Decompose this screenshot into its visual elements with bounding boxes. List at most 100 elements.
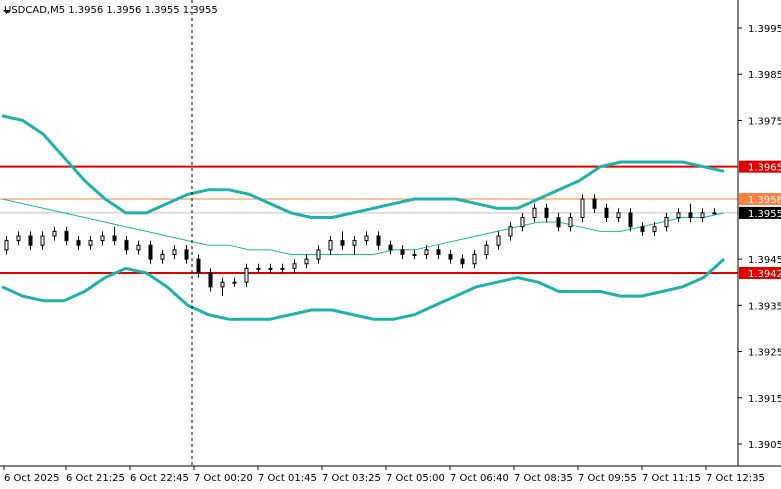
time-tick-label: 7 Oct 09:55 <box>578 473 637 484</box>
candle-body <box>568 217 573 228</box>
time-tick-label: 7 Oct 03:25 <box>322 473 381 484</box>
candle-body <box>664 217 669 228</box>
candle-body <box>256 267 261 270</box>
current-price-badge: 1.3955 <box>748 209 781 220</box>
time-tick-label: 6 Oct 21:25 <box>66 473 125 484</box>
time-axis: 6 Oct 2025 6 Oct 21:25 6 Oct 22:45 7 Oct 00… <box>3 466 765 484</box>
time-tick-label: 7 Oct 06:40 <box>450 473 509 484</box>
price-tick-label: 1.3975 <box>748 116 781 127</box>
candle-body <box>616 212 621 219</box>
time-tick-label: 7 Oct 05:00 <box>386 473 445 484</box>
candle-body <box>4 240 9 251</box>
candle-body <box>316 249 321 260</box>
candle-body <box>112 235 117 242</box>
time-tick-label: 7 Oct 01:45 <box>258 473 317 484</box>
candle-body <box>88 240 93 246</box>
current-price-badge-bg <box>739 206 781 219</box>
price-level-badge-bg <box>739 160 781 173</box>
bollinger-lower-band <box>1 257 726 321</box>
candle-body <box>28 235 33 246</box>
price-badges: 1.3965 1.3958 1.3942 1.3955 <box>739 160 781 280</box>
candle-body <box>280 267 285 270</box>
chart-title: USDCAD,M5 1.3956 1.3956 1.3955 1.3955 <box>4 5 218 16</box>
candle-body <box>220 281 225 288</box>
time-tick-label: 7 Oct 12:35 <box>706 473 765 484</box>
bollinger-bands-layer <box>1 114 726 321</box>
candle-body <box>268 267 273 270</box>
time-tick-label: 7 Oct 11:15 <box>642 473 701 484</box>
candle-body <box>76 240 81 246</box>
candle-body <box>304 258 309 265</box>
candle-body <box>520 217 525 228</box>
candles-layer <box>4 194 717 297</box>
candle-body <box>244 267 249 283</box>
candle-body <box>652 226 657 232</box>
candle-body <box>16 235 21 242</box>
candle-body <box>484 244 489 255</box>
candle-body <box>292 263 297 269</box>
candle-body <box>352 240 357 246</box>
price-tick-label: 1.3995 <box>748 24 781 35</box>
candle-body <box>388 244 393 251</box>
candle-body <box>688 212 693 219</box>
candle-body <box>172 249 177 255</box>
candle-body <box>364 235 369 242</box>
price-level-badge: 1.3965 <box>748 163 781 174</box>
price-level-badge-bg <box>739 266 781 279</box>
candle-body <box>448 253 453 260</box>
candle-body <box>340 240 345 246</box>
candle-body <box>328 240 333 251</box>
price-tick-label: 1.3925 <box>748 348 781 359</box>
candle-body <box>148 244 153 260</box>
candle-body <box>580 198 585 219</box>
bollinger-upper-band <box>1 114 725 219</box>
price-tick-label: 1.3915 <box>748 394 781 405</box>
candle-body <box>424 249 429 255</box>
candle-body <box>508 226 513 237</box>
candle-body <box>64 230 69 242</box>
price-levels-layer <box>0 165 738 274</box>
price-level-badge-bg <box>739 193 781 206</box>
price-level-badge: 1.3942 <box>748 269 781 280</box>
candle-body <box>544 207 549 219</box>
candle-body <box>472 253 477 265</box>
candle-body <box>532 207 537 219</box>
price-tick-label: 1.3985 <box>748 70 781 81</box>
candle-body <box>460 258 465 265</box>
candle-body <box>100 235 105 242</box>
candle-body <box>124 240 129 251</box>
candle-body <box>712 212 717 215</box>
candle-body <box>196 258 201 274</box>
candle-body <box>412 253 417 256</box>
candle-body <box>400 249 405 255</box>
price-tick-label: 1.3945 <box>748 255 781 266</box>
candle-body <box>208 272 213 288</box>
symbol-dropdown-icon[interactable] <box>3 10 10 14</box>
candle-body <box>160 253 165 260</box>
candle-body <box>52 230 57 237</box>
bollinger-middle-band <box>1 198 725 255</box>
candle-body <box>232 281 237 284</box>
candle-body <box>40 235 45 246</box>
time-tick-label: 6 Oct 2025 <box>4 473 59 484</box>
price-axis: 1.3995 1.3985 1.3975 1.3945 1.3935 1.3925 1.39… <box>738 24 781 451</box>
time-tick-label: 7 Oct 00:20 <box>194 473 253 484</box>
candle-body <box>556 217 561 228</box>
candle-body <box>700 212 705 219</box>
candle-body <box>496 235 501 246</box>
time-tick-label: 6 Oct 22:45 <box>130 473 189 484</box>
candle-body <box>676 212 681 219</box>
candle-body <box>184 249 189 260</box>
candle-body <box>376 235 381 246</box>
time-tick-label: 7 Oct 08:35 <box>514 473 573 484</box>
price-level-badge: 1.3958 <box>748 195 781 206</box>
price-tick-label: 1.3935 <box>748 301 781 312</box>
price-tick-label: 1.3905 <box>748 440 781 451</box>
candle-body <box>640 226 645 232</box>
candle-body <box>628 212 633 228</box>
candle-body <box>136 244 141 251</box>
candle-body <box>592 198 597 209</box>
candle-body <box>436 249 441 255</box>
